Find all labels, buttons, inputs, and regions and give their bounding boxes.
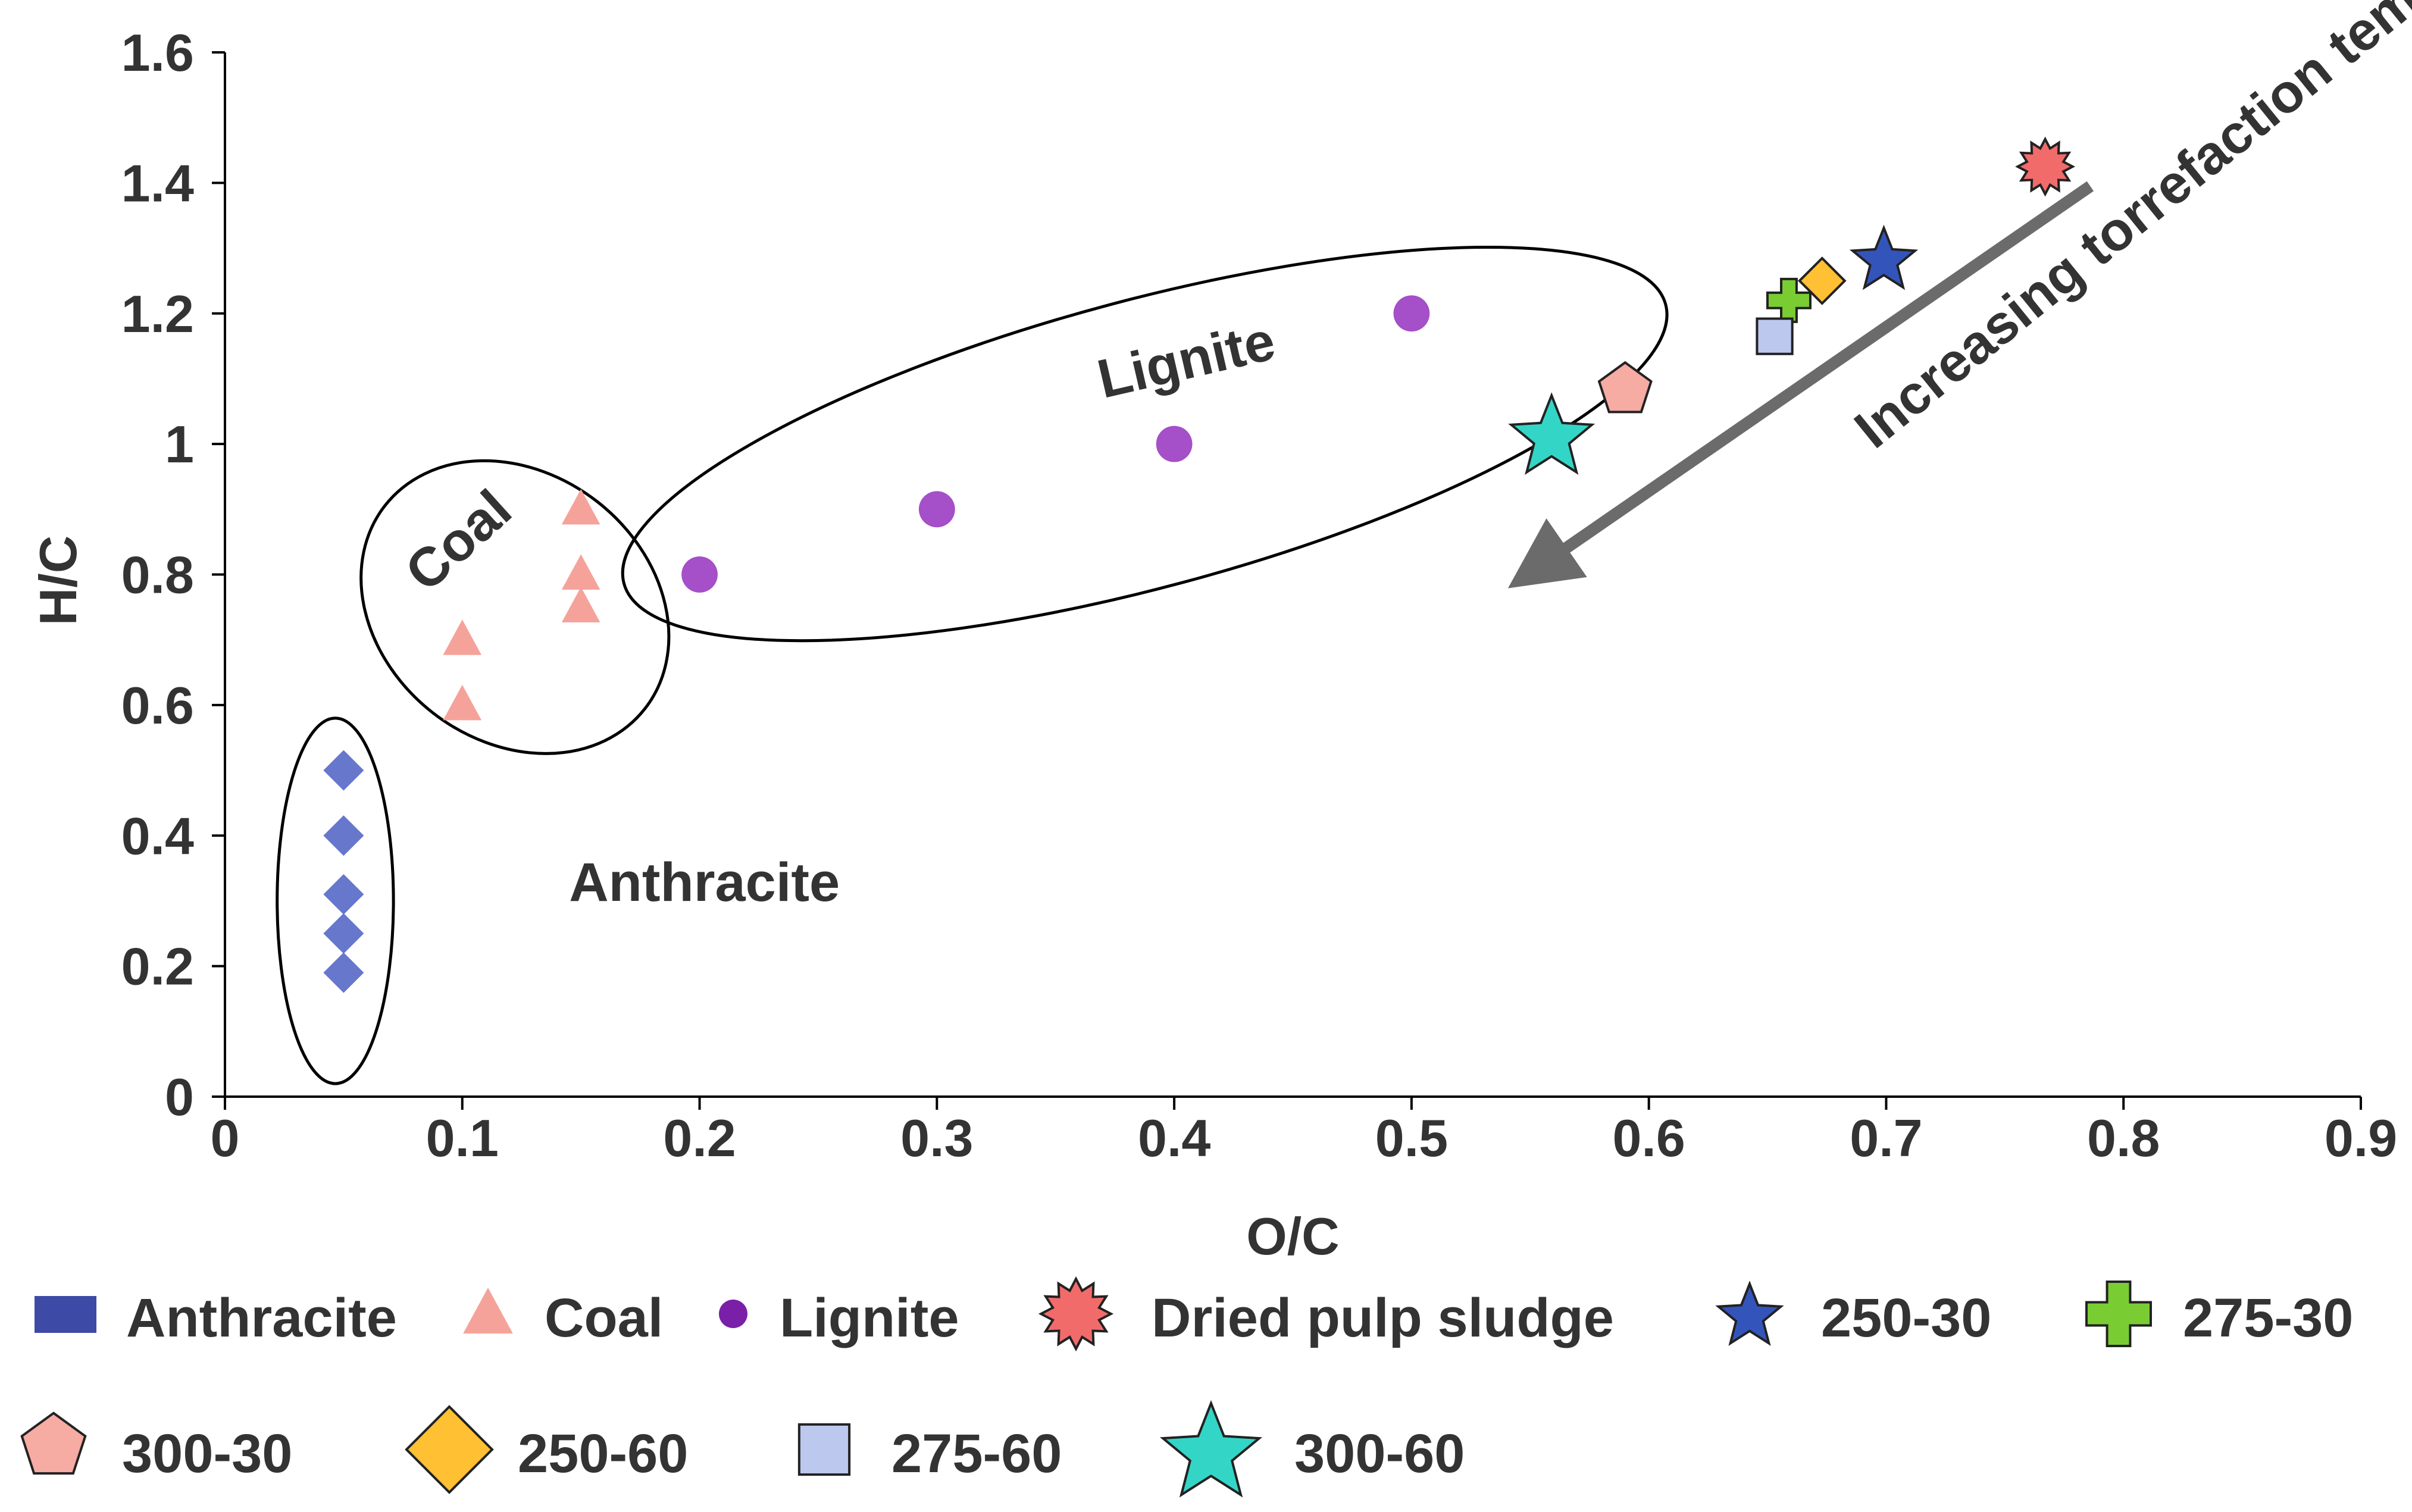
point-anthracite — [323, 913, 364, 954]
legend-marker-dried-pulp-sludge — [1038, 1276, 1114, 1352]
y-tick-label: 0.2 — [121, 937, 194, 996]
y-axis-title: H/C — [29, 536, 87, 626]
legend-label-275-30: 275-30 — [2183, 1288, 2353, 1348]
point-dried-pulp-sludge — [2015, 136, 2076, 197]
y-tick-label: 0.4 — [121, 806, 194, 865]
point-300-60 — [1508, 392, 1596, 475]
legend-marker-300-30 — [20, 1411, 87, 1475]
point-coal — [561, 489, 600, 525]
x-tick-label: 0.5 — [1375, 1109, 1448, 1167]
legend-label-300-30: 300-30 — [122, 1423, 292, 1484]
legend-label-250-60: 250-60 — [518, 1423, 688, 1484]
legend-marker-275-60 — [797, 1423, 851, 1476]
point-anthracite — [323, 874, 364, 915]
point-coal — [561, 587, 600, 622]
legend: Anthracite Coal Lignite Dried pulp sludge 25… — [20, 1276, 2353, 1498]
point-coal — [561, 554, 600, 590]
point-anthracite — [323, 750, 364, 791]
y-tick-label: 1.2 — [121, 284, 194, 343]
group-ellipse-lignite — [621, 245, 1669, 643]
legend-marker-anthracite — [35, 1296, 96, 1333]
point-coal — [443, 619, 482, 655]
y-tick-label: 1 — [165, 415, 194, 474]
x-tick-label: 0.2 — [663, 1109, 736, 1167]
y-tick-label: 0.8 — [121, 546, 194, 605]
y-tick-label: 0 — [165, 1068, 194, 1126]
legend-marker-300-60 — [1159, 1400, 1263, 1498]
legend-marker-250-60 — [405, 1405, 494, 1494]
x-tick-label: 0.1 — [426, 1109, 499, 1167]
group-ellipse-coal — [359, 459, 671, 755]
x-tick-label: 0.6 — [1612, 1109, 1685, 1167]
legend-marker-250-30 — [1715, 1281, 1784, 1346]
point-anthracite — [323, 815, 364, 856]
legend-label-lignite: Lignite — [780, 1288, 959, 1348]
legend-marker-lignite — [719, 1300, 747, 1328]
point-anthracite — [323, 952, 364, 993]
point-300-30 — [1597, 361, 1653, 414]
point-275-30 — [1766, 277, 1812, 323]
annotation-anthracite: Anthracite — [569, 852, 840, 913]
group-ellipses — [276, 245, 1669, 1085]
axes: 0 0.1 0.2 0.3 0.4 0.5 0.6 0.7 0.8 0.9 0 0.2 0.4 0.6 0.… — [29, 23, 2397, 1266]
x-tick-label: 0.3 — [900, 1109, 973, 1167]
legend-label-anthracite: Anthracite — [126, 1288, 397, 1348]
point-250-30 — [1849, 224, 1919, 290]
y-tick-label: 1.4 — [121, 154, 194, 212]
y-tick-label: 0.6 — [121, 676, 194, 735]
point-lignite — [1393, 295, 1430, 332]
x-tick-label: 0 — [211, 1109, 240, 1167]
x-tick-label: 0.8 — [2087, 1109, 2160, 1167]
torrefaction-arrow — [1507, 181, 2094, 588]
legend-label-coal: Coal — [545, 1288, 663, 1348]
x-tick-label: 0.4 — [1138, 1109, 1210, 1167]
point-lignite — [1156, 425, 1193, 462]
legend-label-275-60: 275-60 — [891, 1423, 1062, 1484]
legend-label-300-60: 300-60 — [1294, 1423, 1465, 1484]
legend-label-dried-pulp-sludge: Dried pulp sludge — [1152, 1288, 1614, 1348]
group-ellipse-anthracite — [276, 716, 395, 1085]
x-axis-title: O/C — [1246, 1207, 1339, 1266]
point-coal — [443, 684, 482, 721]
data-points — [323, 136, 2076, 993]
y-tick-label: 1.6 — [121, 23, 194, 82]
x-tick-label: 0.9 — [2325, 1109, 2397, 1167]
legend-marker-coal — [463, 1288, 513, 1333]
point-250-60 — [1797, 256, 1847, 305]
point-lignite — [918, 491, 955, 528]
point-lignite — [681, 556, 718, 593]
legend-marker-275-30 — [2085, 1281, 2152, 1347]
point-275-60 — [1756, 317, 1794, 355]
x-tick-label: 0.7 — [1850, 1109, 1922, 1167]
legend-label-250-30: 250-30 — [1821, 1288, 1991, 1348]
